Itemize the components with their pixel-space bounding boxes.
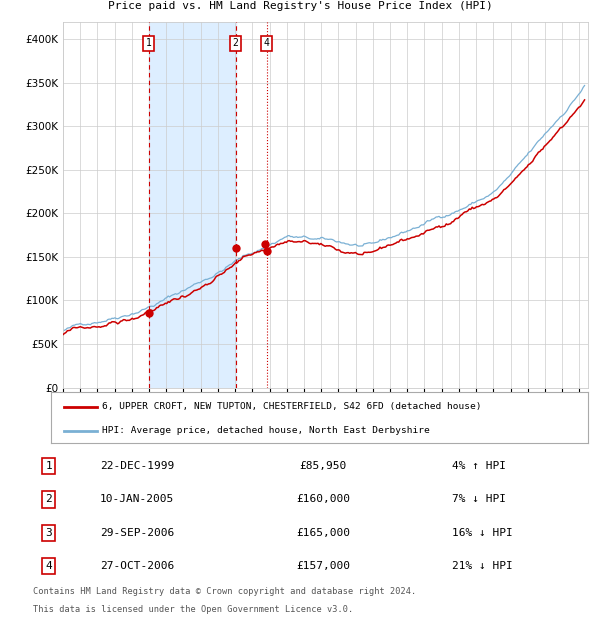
Text: 4: 4 (263, 38, 269, 48)
Text: 10-JAN-2005: 10-JAN-2005 (100, 495, 174, 505)
Text: 3: 3 (45, 528, 52, 538)
Text: 21% ↓ HPI: 21% ↓ HPI (452, 561, 512, 571)
Text: 2: 2 (233, 38, 239, 48)
Text: This data is licensed under the Open Government Licence v3.0.: This data is licensed under the Open Gov… (33, 604, 353, 614)
Text: 2: 2 (45, 495, 52, 505)
Text: 4: 4 (45, 561, 52, 571)
Text: £165,000: £165,000 (296, 528, 350, 538)
Text: 1: 1 (146, 38, 151, 48)
Text: £85,950: £85,950 (299, 461, 347, 471)
Text: 6, UPPER CROFT, NEW TUPTON, CHESTERFIELD, S42 6FD (detached house): 6, UPPER CROFT, NEW TUPTON, CHESTERFIELD… (102, 402, 482, 411)
Text: 1: 1 (45, 461, 52, 471)
Text: 27-OCT-2006: 27-OCT-2006 (100, 561, 174, 571)
Text: Price paid vs. HM Land Registry's House Price Index (HPI): Price paid vs. HM Land Registry's House … (107, 1, 493, 11)
Text: 16% ↓ HPI: 16% ↓ HPI (452, 528, 512, 538)
Text: 7% ↓ HPI: 7% ↓ HPI (452, 495, 506, 505)
Bar (149, 22, 236, 387)
Text: £160,000: £160,000 (296, 495, 350, 505)
Text: 29-SEP-2006: 29-SEP-2006 (100, 528, 174, 538)
Text: Contains HM Land Registry data © Crown copyright and database right 2024.: Contains HM Land Registry data © Crown c… (33, 587, 416, 596)
Text: 22-DEC-1999: 22-DEC-1999 (100, 461, 174, 471)
Text: £157,000: £157,000 (296, 561, 350, 571)
Text: 4% ↑ HPI: 4% ↑ HPI (452, 461, 506, 471)
Text: HPI: Average price, detached house, North East Derbyshire: HPI: Average price, detached house, Nort… (102, 426, 430, 435)
